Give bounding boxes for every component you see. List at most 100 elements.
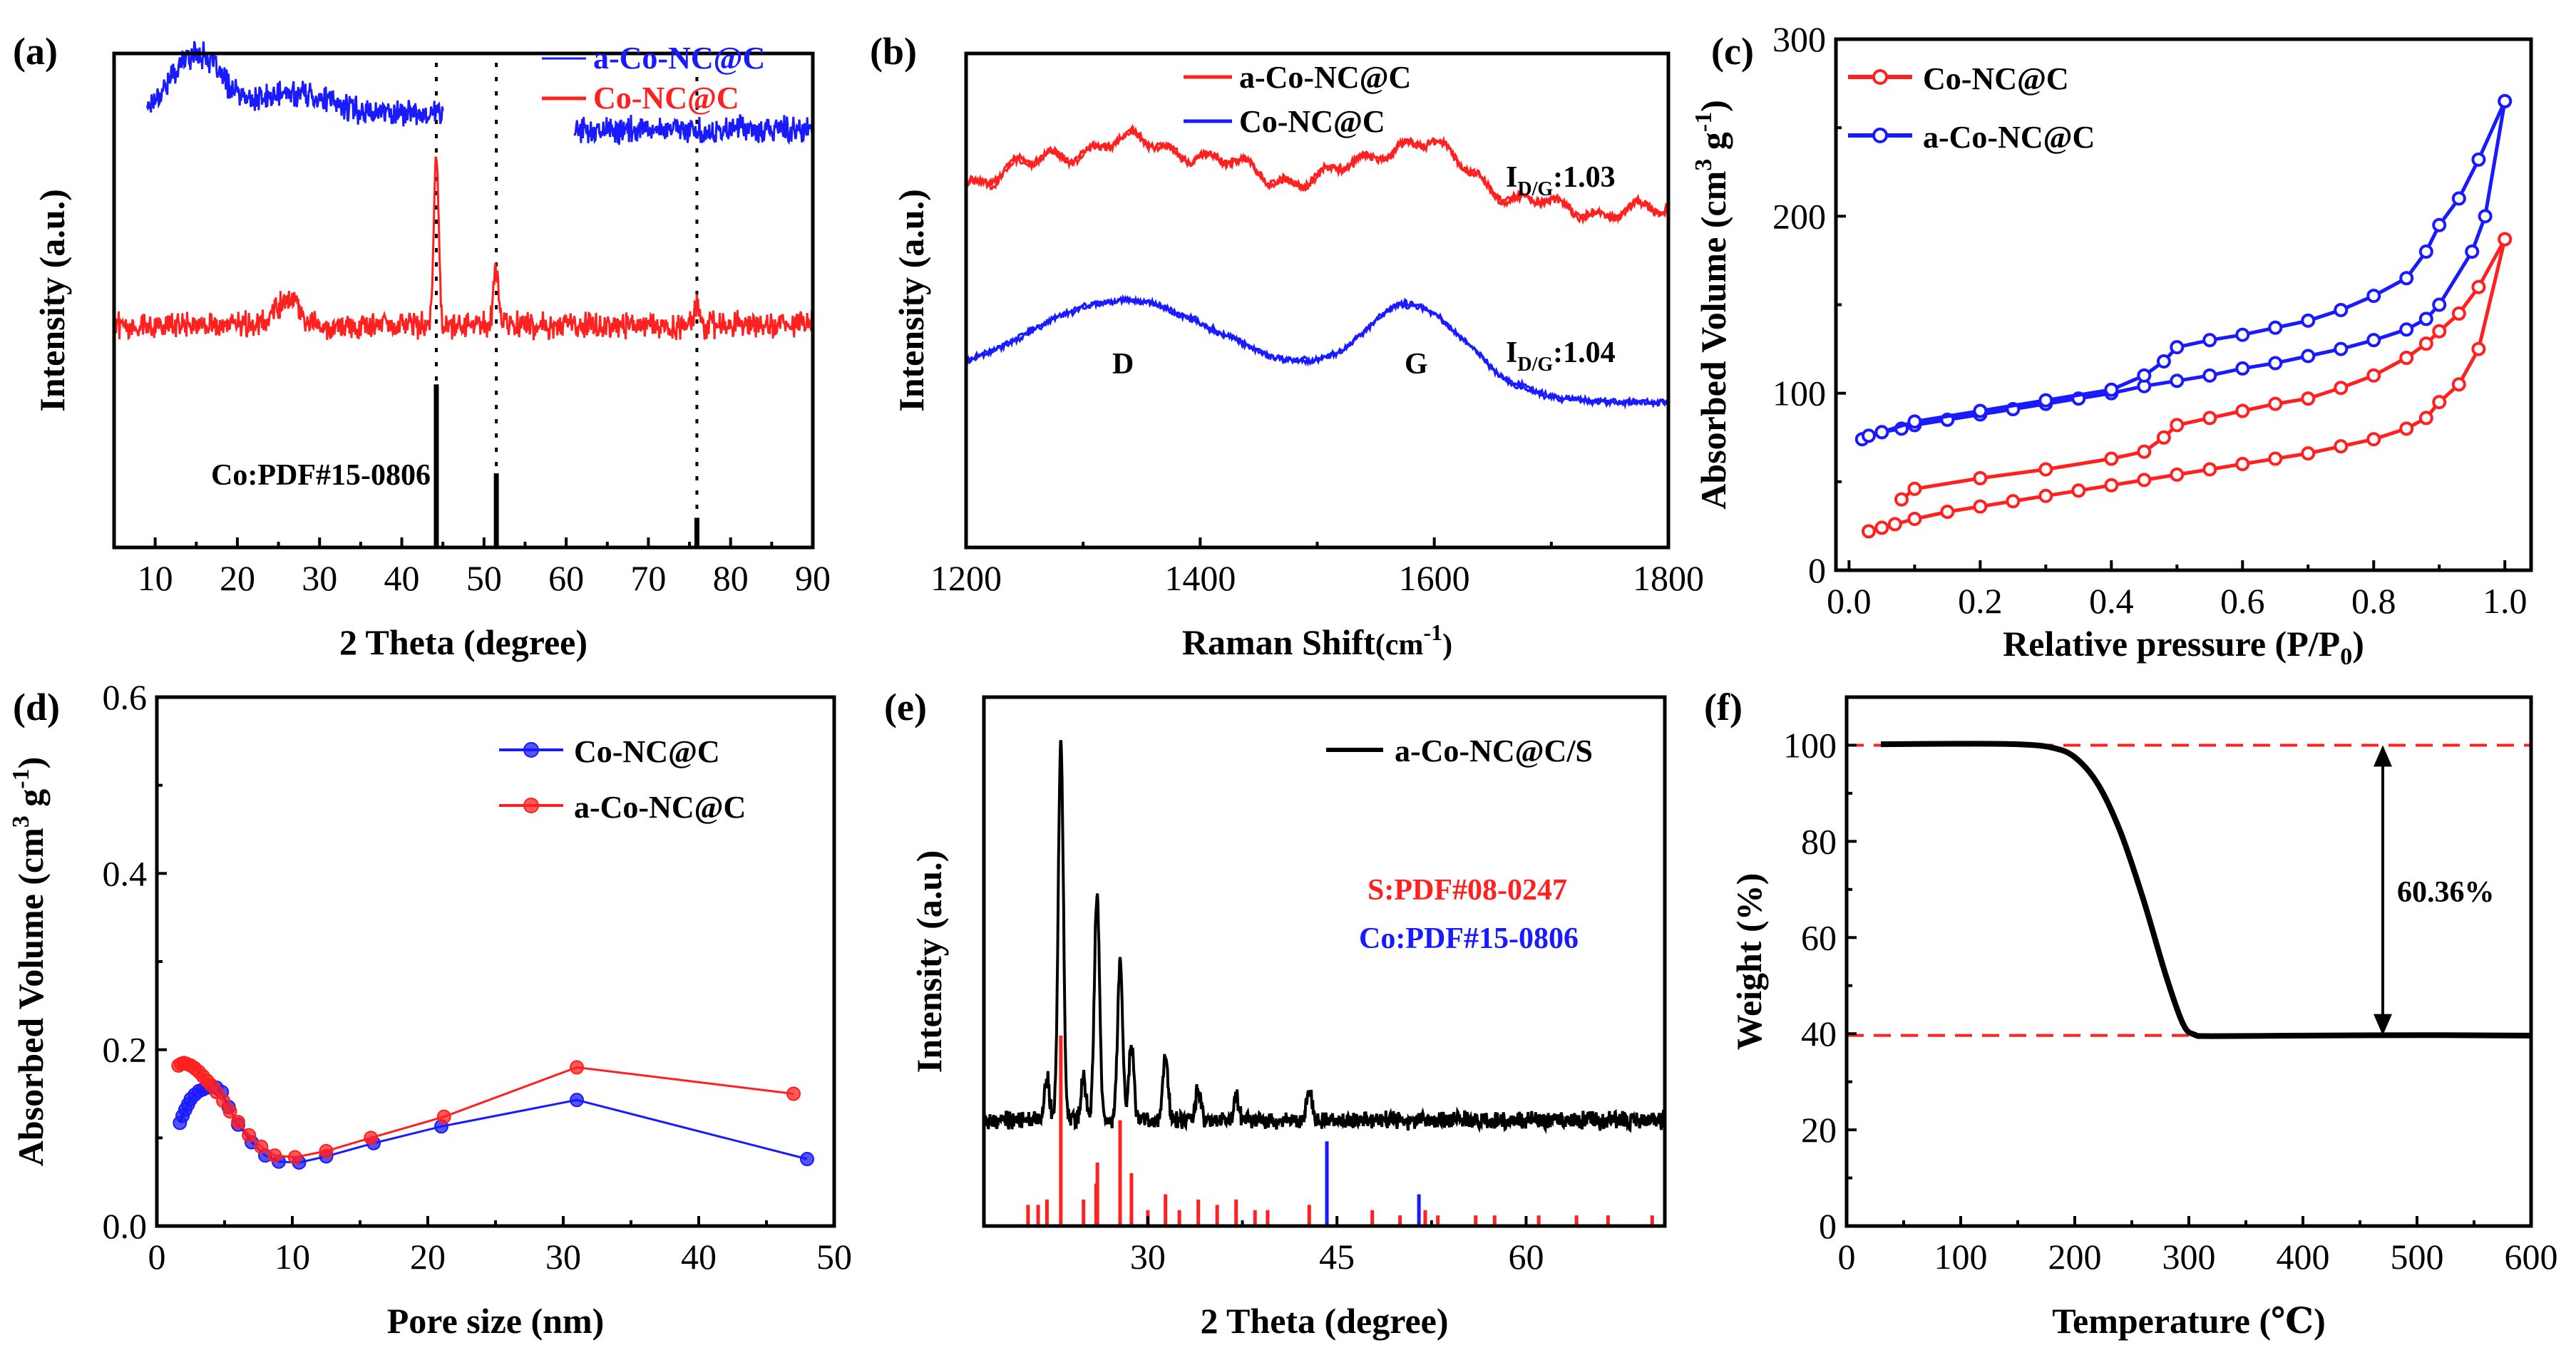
series-a-co-nc-c-point [364,1130,379,1145]
series-co-nc-c-point [2038,488,2053,503]
panel-f-x-tick-label: 500 [2391,1237,2444,1277]
panel-a-label: (a) [13,30,58,73]
panel-c-x-axis-label: Relative pressure (P/P0) [2003,624,2364,670]
cobalt-reference-label: Co:PDF#15-0806 [1359,922,1579,955]
series-co-nc-c-point [2202,411,2217,426]
series-co-nc-c-point [2170,418,2185,433]
series-a-co-nc-c-point [2334,302,2349,317]
series-a-co-nc-c-s-line [982,739,1666,1134]
series-co-nc-c-point [1907,481,1922,496]
panel-d-x-tick-label: 50 [816,1237,852,1277]
series-co-nc-c-point [2399,351,2414,365]
panel-e-x-tick-label: 45 [1319,1237,1355,1277]
legend-entry: Co-NC@C [574,734,720,769]
series-a-co-nc-c-point [2498,93,2513,108]
series-a-co-nc-c-point [2137,368,2152,383]
series-a-co-nc-c-point [2418,311,2433,326]
series-co-nc-c-point [1894,492,1909,507]
series-a-co-nc-c-line [965,123,1670,225]
series-co-nc-c-point [2471,341,2486,356]
series-a-co-nc-c-point [2170,374,2185,388]
series-a-co-nc-c-point [2038,393,2053,408]
legend-marker [523,742,539,758]
series-a-co-nc-c-point [436,1109,451,1124]
series-co-nc-c-point [2006,494,2021,509]
series-co-nc-c-point [2071,483,2086,498]
panel-b-x-tick-label: 1400 [1164,558,1236,598]
legend-entry: a-Co-NC@C/S [1395,733,1593,768]
legend-entry: a-Co-NC@C [1239,60,1411,95]
legend-entry: Co-NC@C [1239,104,1385,139]
series-a-co-nc-c-point [2432,217,2447,232]
tga-weight-curve [1880,741,2532,1039]
series-co-nc-c-point [2418,336,2433,351]
panel-d-y-tick-label: 0.0 [103,1206,148,1246]
series-a-co-nc-c-point [254,1139,269,1154]
panel-f-y-tick-label: 100 [1783,725,1837,765]
panel-e-x-tick-label: 60 [1508,1237,1544,1277]
panel-c-axes-frame [1834,37,2533,572]
panel-f-y-tick-label: 20 [1801,1110,1837,1150]
panel-f-y-tick-label: 80 [1801,821,1837,861]
panel-f-y-tick-label: 0 [1819,1206,1837,1246]
panel-c-x-tick-label: 0.0 [1827,581,1872,621]
series-a-co-nc-c-point [2418,244,2433,259]
legend-entry: a-Co-NC@C [593,41,765,76]
series-co-nc-c-line [113,156,814,341]
series-co-nc-c-point [2471,279,2486,294]
panel-c-x-tick-label: 0.8 [2351,581,2396,621]
panel-f-label: (f) [1704,686,1743,728]
panel-f: 60.36% 0 100 200 300 400 500 600 0 20 40 60 80 100 Tem… [1704,686,2558,1341]
arrow-head-up [2374,745,2392,767]
series-co-nc-c-point [2268,451,2283,466]
series-co-nc-c-point [2235,403,2250,418]
d-band-label: D [1112,348,1134,381]
panel-d-x-tick-label: 0 [148,1237,166,1277]
panel-a: Co:PDF#15-0806 10 20 30 40 50 60 70 80 90 2 Theta … [13,30,831,662]
series-co-nc-c-point [2451,306,2466,321]
legend-marker [1872,128,1888,143]
series-co-nc-c-point [2334,439,2349,454]
panel-c-x-tick-label: 0.2 [1958,581,2003,621]
series-a-co-nc-c-point [2399,271,2414,286]
panel-f-x-tick-label: 600 [2505,1237,2558,1277]
g-band-label: G [1405,348,1428,381]
panel-a-x-tick-label: 30 [302,558,337,598]
series-a-co-nc-c-point [2268,356,2283,371]
series-co-nc-c-point [2235,457,2250,471]
panel-a-x-tick-label: 50 [466,558,502,598]
series-co-nc-c-point [2268,396,2283,411]
series-co-nc-c-line [965,294,1670,410]
panel-c-y-tick-label: 100 [1772,374,1826,413]
series-a-co-nc-c-line [573,114,814,145]
series-co-nc-c-point [2038,462,2053,477]
series-co-nc-c-point [1940,505,1955,520]
series-a-co-nc-c-point [222,1104,237,1119]
panel-f-y-axis-label: Weight (%) [1729,873,1769,1051]
panel-b-x-tick-label: 1200 [930,558,1002,598]
panel-a-y-axis-label: Intensity (a.u.) [32,189,72,412]
panel-e-y-axis-label: Intensity (a.u.) [909,850,949,1073]
panel-b-y-axis-label: Intensity (a.u.) [891,189,931,412]
series-a-co-nc-c-point [1907,414,1922,429]
series-a-co-nc-c-point [1973,403,1988,418]
series-co-nc-c-desorption-line [1900,238,2507,501]
series-a-co-nc-c-point [2366,289,2381,304]
series-a-co-nc-c-point [216,1093,231,1108]
panel-c-y-tick-label: 200 [1772,196,1826,236]
series-a-co-nc-c-point [570,1060,584,1075]
panel-b-x-axis-label: Raman Shift(cm-1) [1182,619,1452,662]
legend-entry: a-Co-NC@C [574,790,746,825]
legend-entry: a-Co-NC@C [1923,120,2095,155]
series-co-nc-c-point [1874,520,1889,535]
series-a-co-nc-c-point [2268,320,2283,335]
panel-e-axes-frame [982,695,1667,1228]
series-a-co-nc-c-point [287,1150,302,1165]
series-a-co-nc-c-point [2156,354,2171,369]
series-co-nc-c-point [2104,478,2119,493]
series-co-nc-c-point [2137,473,2152,488]
series-a-co-nc-c-point [2465,244,2480,259]
panel-f-x-tick-label: 300 [2162,1237,2216,1277]
sulfur-reference-label: S:PDF#08-0247 [1367,874,1567,907]
